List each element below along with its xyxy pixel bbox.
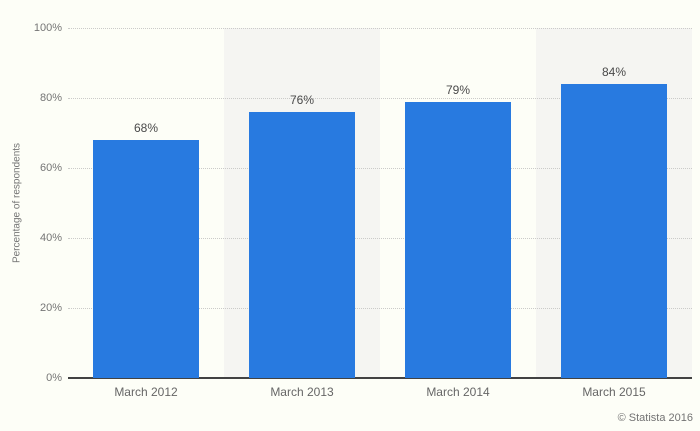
x-axis-line [68, 377, 692, 379]
x-axis: March 2012 March 2013 March 2014 March 2015 [68, 385, 692, 401]
gridline [68, 168, 692, 169]
copyright-note: © Statista 2016 [617, 412, 693, 424]
y-axis: 0% 20% 40% 60% 80% 100% [0, 22, 62, 384]
y-tick-label: 80% [39, 92, 62, 104]
y-tick-label: 100% [33, 22, 62, 34]
bar-value-label: 76% [289, 93, 315, 107]
x-tick-label: March 2013 [270, 385, 334, 399]
bar-column: 79% [380, 28, 536, 378]
bar-column: 76% [224, 28, 380, 378]
gridline [68, 28, 692, 29]
plot-area: 68% 76% 79% 84% [68, 28, 692, 379]
x-tick-label: March 2015 [582, 385, 646, 399]
bar-march-2014[interactable] [405, 101, 511, 378]
x-tick-label: March 2014 [426, 385, 490, 399]
bar-march-2012[interactable] [93, 140, 199, 378]
bar-value-label: 68% [133, 121, 159, 135]
bar-column: 68% [68, 28, 224, 378]
bar-value-label: 79% [445, 82, 471, 97]
bar-march-2013[interactable] [249, 112, 355, 378]
bar-column: 84% [536, 28, 692, 378]
y-tick-label: 60% [39, 162, 62, 174]
bar-value-label: 84% [601, 65, 627, 79]
gridline [68, 98, 692, 99]
x-tick-label: March 2012 [114, 385, 178, 399]
y-tick-label: 20% [39, 302, 62, 314]
gridline [68, 238, 692, 239]
y-tick-label: 0% [46, 372, 62, 384]
bar-march-2015[interactable] [561, 84, 667, 378]
y-tick-label: 40% [39, 232, 62, 244]
gridline [68, 308, 692, 309]
